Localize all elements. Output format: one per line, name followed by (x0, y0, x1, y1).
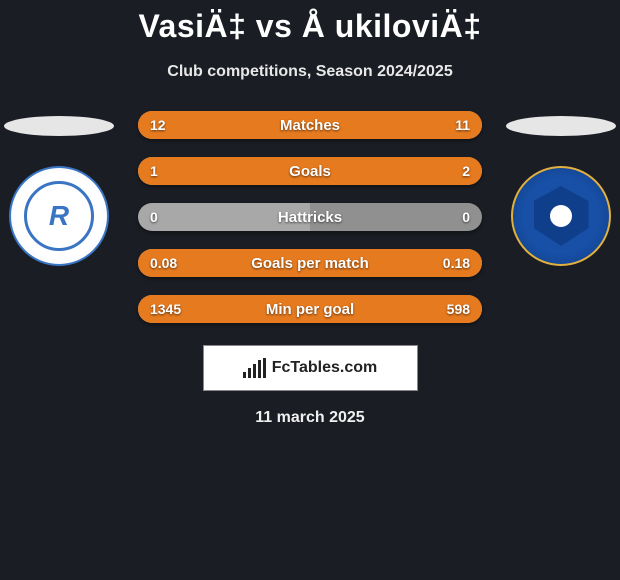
stat-right-value: 598 (447, 301, 470, 317)
stat-right-value: 0 (462, 209, 470, 225)
stat-bar: 0.08 Goals per match 0.18 (138, 249, 482, 277)
right-club-crest (511, 166, 611, 266)
vs-text: vs (256, 8, 293, 44)
stat-label: Goals (289, 163, 331, 180)
left-club-crest-inner: R (24, 181, 94, 251)
stat-bar: 1345 Min per goal 598 (138, 295, 482, 323)
player-right-name: Å ukiloviÄ‡ (302, 8, 482, 44)
stat-right-value: 11 (455, 117, 470, 133)
stat-bar: 12 Matches 11 (138, 111, 482, 139)
left-club-crest: R (9, 166, 109, 266)
stat-fill-right (252, 157, 483, 185)
stats-column: 12Matches111Goals20Hattricks00.08Goals p… (138, 111, 482, 323)
stat-left-value: 0.08 (150, 255, 177, 271)
right-ellipse (506, 116, 616, 136)
stat-right-value: 0.18 (443, 255, 470, 271)
date-line: 11 march 2025 (0, 409, 620, 427)
stat-right-value: 2 (462, 163, 470, 179)
left-column: R (0, 111, 118, 266)
stat-label: Hattricks (278, 209, 342, 226)
stat-bar: 1 Goals 2 (138, 157, 482, 185)
right-column (502, 111, 620, 266)
right-club-crest-inner (534, 186, 589, 246)
stat-left-value: 12 (150, 117, 166, 133)
player-left-name: VasiÄ‡ (138, 8, 246, 44)
left-ellipse (4, 116, 114, 136)
chart-icon (243, 358, 266, 378)
comparison-title: VasiÄ‡ vs Å ukiloviÄ‡ (0, 0, 620, 45)
stat-left-value: 1 (150, 163, 158, 179)
stat-label: Min per goal (266, 301, 354, 318)
stat-left-value: 0 (150, 209, 158, 225)
stat-left-value: 1345 (150, 301, 181, 317)
main-row: R 12Matches111Goals20Hattricks00.08Goals… (0, 111, 620, 323)
brand-box[interactable]: FcTables.com (203, 345, 418, 391)
stat-label: Goals per match (251, 255, 369, 272)
ball-icon (550, 205, 572, 227)
stat-label: Matches (280, 117, 340, 134)
brand-text: FcTables.com (272, 359, 378, 377)
stat-bar: 0 Hattricks 0 (138, 203, 482, 231)
season-subtitle: Club competitions, Season 2024/2025 (0, 63, 620, 81)
